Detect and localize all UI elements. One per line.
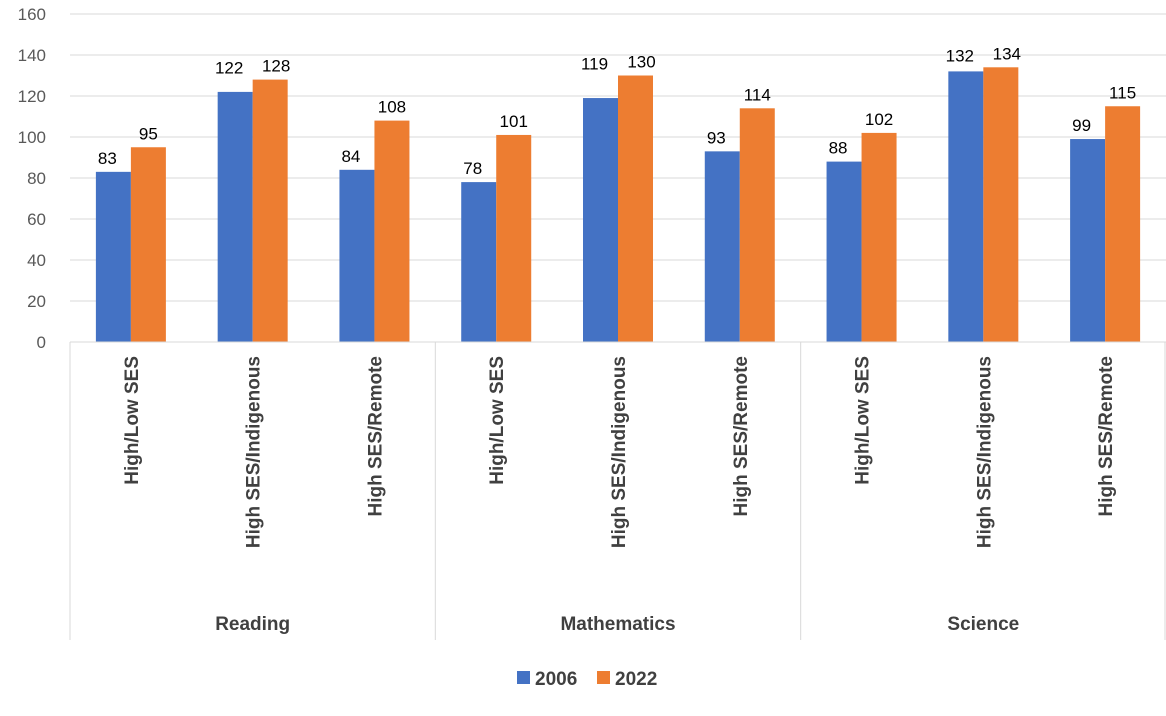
data-label: 88 bbox=[829, 139, 848, 158]
group-label: Science bbox=[947, 614, 1019, 635]
data-label: 122 bbox=[215, 59, 243, 78]
bar bbox=[252, 79, 288, 342]
bar bbox=[1105, 106, 1141, 342]
y-tick-label: 120 bbox=[18, 87, 46, 106]
category-label: High SES/Remote bbox=[731, 356, 752, 516]
category-label: High/Low SES bbox=[122, 356, 143, 485]
bar bbox=[704, 151, 740, 342]
data-label: 119 bbox=[581, 55, 608, 74]
bar bbox=[217, 91, 253, 343]
bar bbox=[339, 169, 375, 342]
data-label: 93 bbox=[707, 128, 726, 147]
category-label: High SES/Remote bbox=[1096, 356, 1117, 516]
data-label: 114 bbox=[744, 85, 771, 104]
data-label: 84 bbox=[341, 147, 360, 166]
data-label: 128 bbox=[262, 57, 290, 76]
y-tick-label: 40 bbox=[27, 251, 46, 270]
bar bbox=[130, 147, 166, 342]
legend: 2006 2022 bbox=[517, 669, 657, 690]
data-label: 99 bbox=[1072, 116, 1091, 135]
data-label: 134 bbox=[993, 44, 1021, 63]
bars bbox=[95, 67, 1141, 343]
bar bbox=[618, 75, 653, 342]
y-tick-label: 80 bbox=[27, 169, 46, 188]
category-label: High SES/Remote bbox=[365, 356, 386, 516]
group-label: Mathematics bbox=[560, 614, 675, 635]
bar bbox=[983, 67, 1019, 343]
y-tick-label: 60 bbox=[27, 210, 46, 229]
legend-label: 2022 bbox=[615, 669, 657, 690]
bar bbox=[374, 120, 410, 342]
category-label: High/Low SES bbox=[853, 356, 874, 485]
y-tick-label: 140 bbox=[18, 46, 46, 65]
legend-swatch bbox=[517, 671, 530, 684]
y-tick-label: 160 bbox=[18, 5, 46, 24]
data-label: 115 bbox=[1109, 83, 1136, 102]
category-label: High SES/Indigenous bbox=[974, 356, 995, 548]
bar bbox=[826, 161, 862, 342]
bar bbox=[496, 134, 532, 342]
bar bbox=[948, 71, 984, 343]
data-labels: 83 95 122 128 84 108 78 101 119 130 93 114 88 102 132 1… bbox=[98, 44, 1136, 178]
category-label: High SES/Indigenous bbox=[609, 356, 630, 548]
y-axis: 0 20 40 60 80 100 120 140 160 bbox=[18, 5, 46, 352]
data-label: 101 bbox=[500, 112, 528, 131]
bar bbox=[861, 132, 897, 342]
data-label: 83 bbox=[98, 149, 117, 168]
category-label: High/Low SES bbox=[487, 356, 508, 485]
data-label: 132 bbox=[946, 46, 974, 65]
data-label: 95 bbox=[139, 124, 158, 143]
x-axis: High/Low SES High SES/Indigenous High SES/… bbox=[69, 341, 1166, 640]
bar bbox=[1070, 139, 1106, 342]
bar bbox=[461, 182, 497, 342]
legend-swatch bbox=[597, 671, 610, 684]
bar bbox=[583, 98, 618, 342]
data-label: 108 bbox=[378, 98, 406, 117]
bar bbox=[95, 171, 131, 342]
data-label: 78 bbox=[463, 159, 482, 178]
data-label: 130 bbox=[627, 53, 655, 72]
legend-label: 2006 bbox=[535, 669, 577, 690]
bar bbox=[739, 108, 775, 342]
y-tick-label: 0 bbox=[37, 333, 46, 352]
data-label: 102 bbox=[865, 110, 893, 129]
category-label: High SES/Indigenous bbox=[244, 356, 265, 548]
group-label: Reading bbox=[215, 614, 290, 635]
y-tick-label: 20 bbox=[27, 292, 46, 311]
y-tick-label: 100 bbox=[18, 128, 46, 147]
